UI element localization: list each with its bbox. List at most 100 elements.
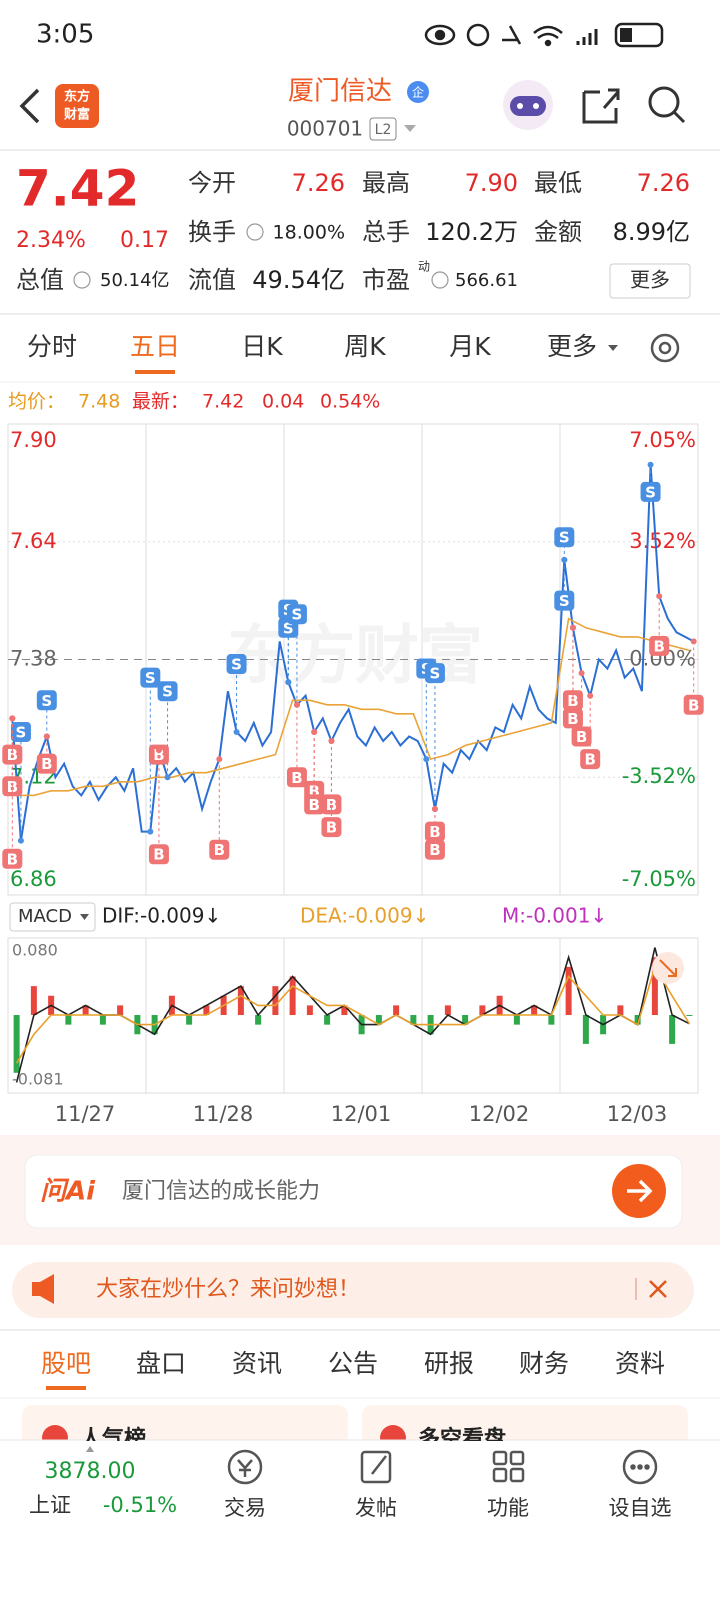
marker-dot xyxy=(431,805,438,812)
badge xyxy=(407,81,429,103)
trade-marker xyxy=(140,667,161,688)
macd-bar xyxy=(444,1005,451,1016)
share-button[interactable] xyxy=(582,88,620,124)
sub-tab[interactable]: 财务 xyxy=(519,1349,569,1378)
marker-label: B xyxy=(653,637,664,655)
tab[interactable]: 五日 xyxy=(130,332,180,361)
field-label: 市盈 xyxy=(362,266,410,294)
marker-dot xyxy=(233,728,240,735)
trade-marker xyxy=(321,817,342,838)
tab[interactable]: 周K xyxy=(344,332,386,361)
index-name: 上证 xyxy=(29,1493,71,1517)
sub-tab[interactable]: 股吧 xyxy=(41,1349,91,1378)
macd-bar xyxy=(531,1005,538,1016)
series-line xyxy=(16,617,690,797)
marker-dot xyxy=(43,733,50,740)
macd-selector-text[interactable]: MACD xyxy=(18,906,72,927)
logo-text: 财富 xyxy=(64,107,90,123)
y2-tick-label: -3.52% xyxy=(622,764,696,788)
marker-dot xyxy=(147,828,154,835)
trade-marker xyxy=(226,654,247,675)
macd-selector[interactable] xyxy=(9,902,96,932)
sub-tab[interactable]: 盘口 xyxy=(136,1349,186,1378)
macd-bar xyxy=(306,1005,313,1016)
ai-search[interactable] xyxy=(24,1154,683,1229)
marker-dot xyxy=(9,715,16,722)
back-button[interactable] xyxy=(19,88,40,124)
stock-name: 厦门信达 xyxy=(288,77,392,107)
x-tick-label: 11/28 xyxy=(193,1102,254,1126)
dropdown[interactable] xyxy=(404,125,416,132)
subtab-underline xyxy=(46,1386,86,1390)
marker-dot xyxy=(216,756,223,763)
nav-item[interactable]: 设自选 xyxy=(609,1496,672,1520)
tab[interactable]: 更多 xyxy=(547,332,597,361)
macd-bar xyxy=(651,957,658,1016)
trade-marker xyxy=(321,794,342,815)
trade-marker xyxy=(554,527,575,548)
macd-bar xyxy=(548,1015,555,1025)
macd-bar xyxy=(375,1015,382,1025)
trade-marker xyxy=(304,794,325,815)
marker-label: S xyxy=(292,606,303,624)
field-label: 最低 xyxy=(534,169,582,197)
arrow xyxy=(627,1179,653,1203)
trade-marker xyxy=(562,708,583,729)
logo xyxy=(55,84,99,128)
nav-item[interactable]: 功能 xyxy=(487,1496,529,1520)
marker-dot xyxy=(647,461,654,468)
marker-dot xyxy=(587,692,594,699)
macd-bar xyxy=(272,986,279,1016)
field-label: 总手 xyxy=(362,218,410,246)
level-box xyxy=(369,117,397,141)
field-value: 120.2万 xyxy=(425,218,518,246)
change: 0.17 xyxy=(120,228,169,253)
nav-item[interactable]: 交易 xyxy=(224,1496,266,1520)
more-button-text[interactable]: 更多 xyxy=(630,268,670,292)
marker-label: B xyxy=(429,841,440,859)
trade-marker xyxy=(209,839,230,860)
sub-tab[interactable]: 资讯 xyxy=(232,1349,282,1378)
banner[interactable] xyxy=(12,1262,694,1318)
marker-dot xyxy=(423,756,430,763)
bottom-nav-cover xyxy=(0,1441,720,1600)
banner-close[interactable] xyxy=(649,1280,667,1298)
macd-bar xyxy=(669,1015,676,1044)
level: L2 xyxy=(375,122,392,138)
macd-bar xyxy=(462,1015,469,1025)
marker-dot xyxy=(690,638,697,645)
marker-label: B xyxy=(308,782,319,800)
marker-label: B xyxy=(41,755,52,773)
avatar[interactable] xyxy=(503,80,553,130)
banner-text[interactable]: 大家在炒什么？来问妙想！ xyxy=(96,1277,360,1302)
marker-label: B xyxy=(584,751,595,769)
marker-label: B xyxy=(214,841,225,859)
tab[interactable]: 月K xyxy=(449,332,491,361)
sub-tab[interactable]: 公告 xyxy=(328,1349,378,1378)
ai-placeholder[interactable]: 厦门信达的成长能力 xyxy=(122,1179,320,1204)
search-button[interactable] xyxy=(648,86,686,124)
field-value: 18.00% xyxy=(273,222,345,244)
nav-item[interactable]: 发帖 xyxy=(355,1496,397,1520)
trade-marker xyxy=(286,767,307,788)
sub-tab[interactable]: 研报 xyxy=(424,1349,474,1378)
marker-dot xyxy=(17,837,24,844)
macd-bar xyxy=(582,1015,589,1044)
marker-label: B xyxy=(326,819,337,837)
more-button[interactable] xyxy=(609,263,691,299)
megaphone xyxy=(32,1274,54,1304)
tab[interactable]: 日K xyxy=(241,332,283,361)
macd-bar xyxy=(186,1015,193,1025)
macd-bar xyxy=(117,1005,124,1016)
trade-marker xyxy=(10,721,31,742)
macd-bar xyxy=(341,1005,348,1016)
marker-label: S xyxy=(559,592,570,610)
sub-tab[interactable]: 资料 xyxy=(615,1349,665,1378)
macd-bar xyxy=(30,986,37,1016)
trade-marker xyxy=(424,663,445,684)
macd-tick-label: 0.080 xyxy=(12,941,58,960)
ai-brand: 问Ai xyxy=(40,1177,96,1207)
tab[interactable]: 分时 xyxy=(27,332,77,361)
settings-button[interactable] xyxy=(650,333,680,363)
